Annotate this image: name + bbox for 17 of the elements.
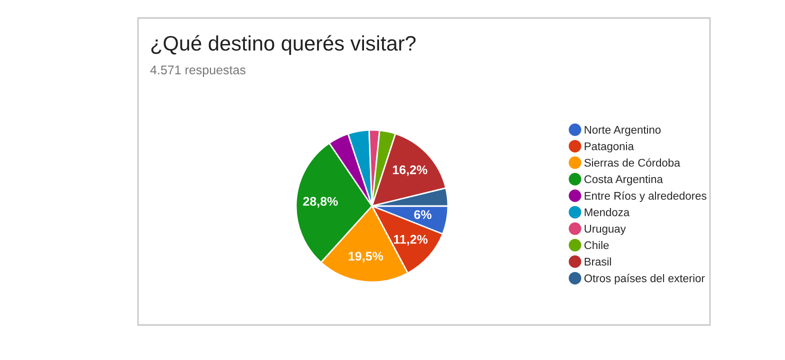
legend-label: Uruguay bbox=[584, 224, 626, 235]
data-label: 11,2% bbox=[394, 234, 428, 246]
data-label: 19,5% bbox=[348, 252, 384, 262]
data-label: 16,2% bbox=[392, 165, 428, 176]
legend-label: Norte Argentino bbox=[584, 126, 661, 136]
legend-label: Chile bbox=[584, 240, 609, 250]
legend-label: Patagonia bbox=[584, 142, 634, 152]
data-label: 28,8% bbox=[303, 196, 338, 208]
legend-label: Sierras de Córdoba bbox=[584, 158, 680, 167]
legend-label: Otros países del exterior bbox=[584, 274, 705, 284]
legend-label: Mendoza bbox=[584, 208, 630, 216]
legend-label: Entre Ríos y alrededores bbox=[584, 191, 706, 202]
legend-label: Brasil bbox=[584, 257, 611, 266]
data-label: 6% bbox=[414, 210, 432, 220]
chart-title: ¿Qué destino querés visitar? bbox=[151, 35, 416, 55]
chart-subtitle: 4.571 respuestas bbox=[150, 66, 246, 77]
legend-label: Costa Argentina bbox=[584, 174, 663, 186]
